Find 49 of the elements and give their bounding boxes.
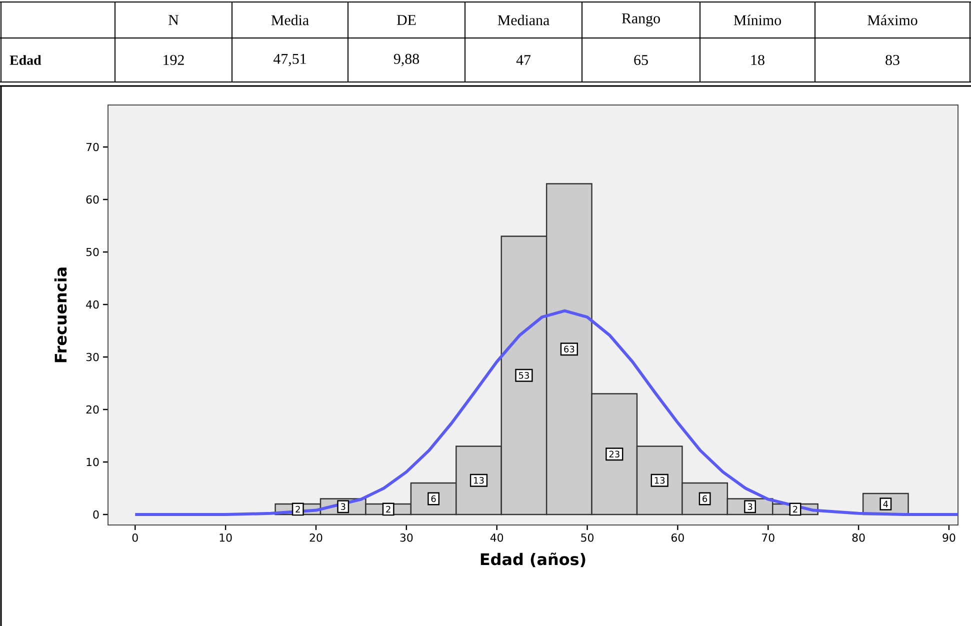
x-tick-label: 30 <box>400 534 413 542</box>
data-label: 23 <box>609 450 620 458</box>
data-label: 2 <box>386 506 390 513</box>
y-axis-title: Frecuencia <box>54 268 67 362</box>
x-tick-label: 40 <box>490 534 504 542</box>
data-label: 3 <box>748 503 752 510</box>
text: 9,88 <box>394 54 420 66</box>
data-label: 6 <box>702 495 708 502</box>
line-series <box>134 309 958 516</box>
y-tick-label: 70 <box>86 142 99 152</box>
y-tick-label: 60 <box>86 195 99 204</box>
y-tick-label: 50 <box>86 248 99 256</box>
text: 65 <box>634 54 648 66</box>
text: 192 <box>164 54 184 66</box>
data-label: 13 <box>654 476 665 484</box>
text: Máximo <box>868 14 918 26</box>
y-tick-label: 10 <box>86 458 99 466</box>
data-label: 3 <box>340 503 346 510</box>
x-tick-label: 10 <box>220 534 232 542</box>
text: 83 <box>886 54 900 66</box>
text: Media <box>271 14 309 26</box>
text: Mínimo <box>734 14 782 26</box>
text: 47,51 <box>273 54 306 66</box>
data-label: 6 <box>431 495 436 502</box>
text: Mediana <box>498 14 550 26</box>
data-label: 2 <box>793 506 798 513</box>
text: 47 <box>516 55 531 65</box>
x-tick-label: 50 <box>581 534 594 542</box>
y-tick-label: 20 <box>86 405 99 414</box>
text: Rango <box>622 13 660 26</box>
text: DE <box>396 15 416 25</box>
y-tick-label: 40 <box>86 300 99 309</box>
text: N <box>168 15 179 25</box>
data-label: 2 <box>296 506 300 513</box>
data-label: 4 <box>883 500 888 508</box>
data-label: 53 <box>518 372 529 379</box>
x-tick-label: 0 <box>132 534 138 542</box>
data-label: 13 <box>474 476 484 484</box>
x-axis-title: Edad (años) <box>480 552 586 568</box>
text: Edad <box>10 55 42 65</box>
x-tick-label: 70 <box>762 534 774 542</box>
y-tick-label: 30 <box>86 352 99 362</box>
x-tick-label: 60 <box>671 534 684 542</box>
x-tick-label: 90 <box>942 534 956 542</box>
x-tick-label: 20 <box>310 534 322 542</box>
x-tick-label: 80 <box>852 534 865 542</box>
text: 18 <box>751 54 764 66</box>
data-label: 63 <box>564 346 574 352</box>
y-tick-label: 0 <box>93 510 99 519</box>
